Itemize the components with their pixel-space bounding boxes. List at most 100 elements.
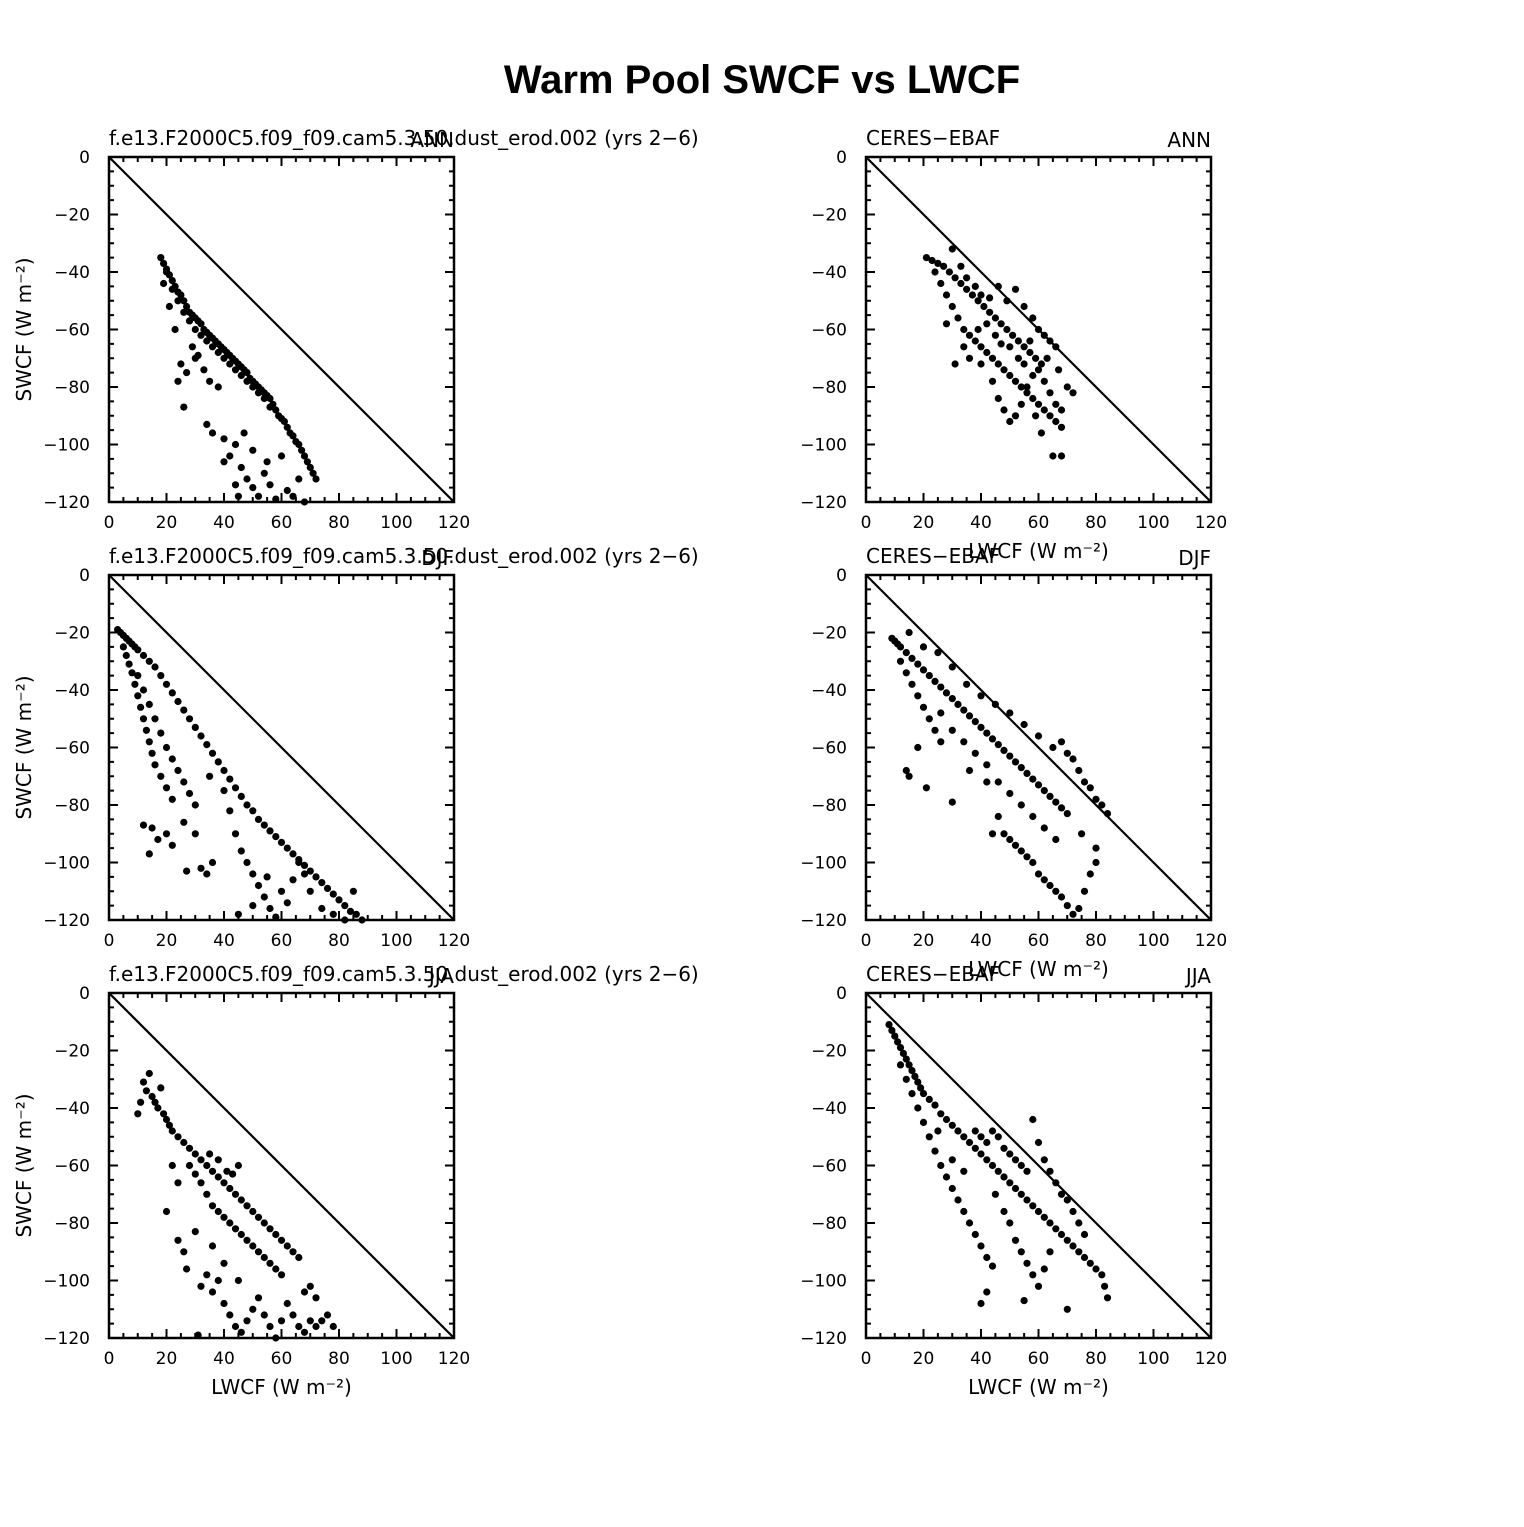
scatter-point (243, 1236, 251, 1244)
scatter-point (948, 1156, 956, 1164)
scatter-point (183, 1265, 191, 1273)
scatter-point (243, 801, 251, 809)
x-tick-label: 0 (861, 513, 872, 533)
scatter-point (289, 492, 297, 500)
scatter-point (1052, 1225, 1060, 1233)
scatter-point (300, 452, 309, 460)
y-tick-label: −80 (811, 796, 847, 816)
scatter-point (934, 1127, 942, 1135)
scatter-point (174, 1133, 182, 1141)
scatter-point (942, 1115, 951, 1124)
scatter-point (977, 1242, 985, 1250)
scatter-point (191, 1150, 199, 1158)
x-axis-label: LWCF (W m⁻²) (211, 1375, 352, 1399)
reference-diagonal-line (108, 156, 455, 503)
scatter-point (1034, 781, 1043, 789)
scatter-point (260, 394, 268, 403)
scatter-point (988, 735, 997, 743)
scatter-point (1037, 429, 1045, 437)
scatter-point (137, 703, 145, 711)
scatter-point (214, 1173, 222, 1181)
scatter-point (1063, 1236, 1071, 1244)
scatter-point (214, 1276, 222, 1285)
y-tick-label: −120 (800, 1329, 847, 1349)
scatter-point (171, 325, 179, 334)
scatter-point (254, 389, 263, 397)
x-tick-label: 80 (1085, 931, 1107, 951)
plot-frame (107, 991, 456, 1340)
reference-diagonal-line (108, 574, 455, 921)
y-tick-label: −100 (800, 854, 847, 874)
scatter-point (1006, 1150, 1014, 1158)
scatter-point (1017, 400, 1025, 408)
scatter-point (1023, 1196, 1031, 1204)
scatter-point (1006, 709, 1014, 717)
scatter-point (277, 838, 286, 847)
scatter-point (1034, 1138, 1043, 1147)
scatter-point (300, 861, 309, 870)
scatter-point (283, 1242, 291, 1250)
scatter-point (231, 481, 240, 489)
scatter-point (1006, 371, 1014, 380)
scatter-point (1034, 400, 1043, 408)
scatter-point (914, 1104, 922, 1112)
scatter-point (951, 274, 959, 282)
scatter-point (277, 1236, 286, 1244)
scatter-point (272, 913, 280, 921)
x-tick-label: 120 (438, 931, 470, 951)
scatter-point (1000, 1207, 1008, 1216)
y-tick-label: −60 (811, 1157, 847, 1177)
scatter-point (986, 294, 994, 302)
scatter-point (1017, 1190, 1025, 1198)
scatter-point (1011, 1236, 1020, 1244)
y-tick-label: −80 (54, 378, 90, 398)
scatter-point (165, 302, 173, 311)
scatter-point (223, 1167, 231, 1175)
scatter-point (997, 320, 1005, 328)
scatter-point (983, 320, 991, 328)
scatter-point (899, 1049, 908, 1057)
scatter-point (260, 821, 268, 829)
y-axis-label: SWCF (W m⁻²) (12, 1093, 36, 1237)
scatter-point (1011, 841, 1020, 849)
scatter-point (260, 1253, 268, 1262)
scatter-point (148, 749, 156, 757)
scatter-point (948, 695, 956, 703)
scatter-point (983, 1138, 991, 1147)
scatter-points (157, 254, 320, 506)
scatter-point (914, 1078, 922, 1086)
scatter-point (180, 1138, 188, 1147)
scatter-point (994, 741, 1002, 749)
scatter-point (960, 343, 968, 351)
scatter-point (220, 354, 228, 362)
scatter-point (295, 858, 303, 867)
y-tick-label: −120 (43, 1329, 90, 1349)
scatter-point (1014, 337, 1023, 345)
scatter-point (1075, 1219, 1083, 1227)
scatter-point (1057, 1190, 1066, 1198)
scatter-point (888, 1026, 896, 1034)
scatter-point (208, 1167, 217, 1175)
scatter-point (220, 458, 228, 466)
scatter-point (971, 749, 979, 757)
scatter-point (1063, 749, 1071, 757)
scatter-point (1020, 302, 1028, 311)
figure-title: Warm Pool SWCF vs LWCF (504, 58, 1020, 102)
scatter-point (934, 259, 942, 267)
scatter-point (1011, 412, 1020, 420)
scatter-point (128, 669, 136, 677)
scatter-point (905, 772, 913, 780)
x-tick-label: 40 (970, 513, 992, 533)
scatter-point (1046, 412, 1054, 420)
x-tick-label: 20 (156, 513, 178, 533)
scatter-point (914, 692, 922, 700)
scatter-point (260, 893, 268, 901)
scatter-point (971, 718, 979, 726)
scatter-point (295, 440, 303, 449)
y-tick-label: −40 (811, 681, 847, 701)
scatter-point (1003, 325, 1011, 334)
scatter-point (214, 758, 222, 766)
y-tick-label: −20 (811, 1042, 847, 1062)
scatter-point (226, 807, 234, 815)
scatter-point (960, 1133, 968, 1141)
